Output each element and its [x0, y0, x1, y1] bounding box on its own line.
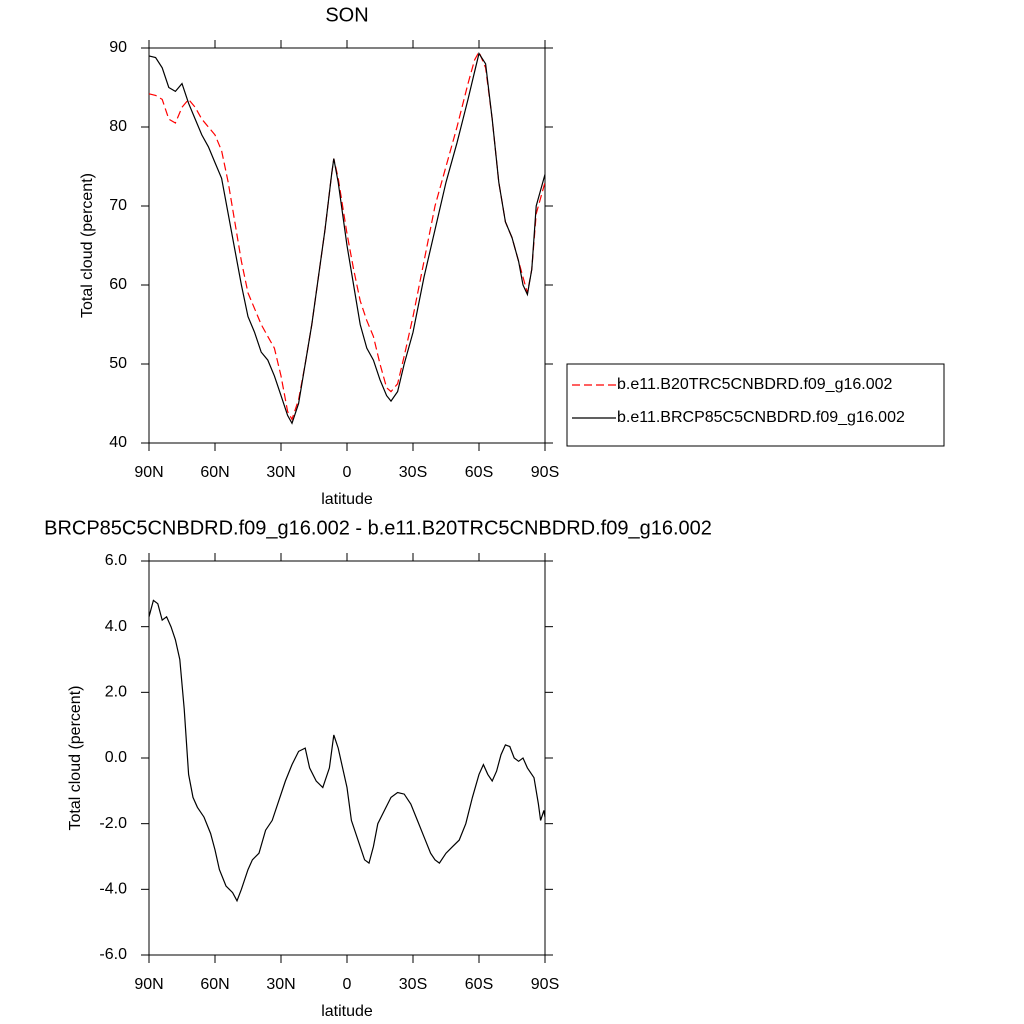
y-axis-label: Total cloud (percent) — [79, 173, 96, 318]
series-line — [148, 599, 546, 903]
y-tick-label: 70 — [109, 197, 127, 214]
legend-label: b.e11.BRCP85C5CNBDRD.f09_g16.002 — [617, 409, 905, 426]
x-axis-label: latitude — [321, 491, 373, 508]
series-line — [148, 51, 546, 425]
y-tick-label: 80 — [109, 118, 127, 135]
x-axis-label: latitude — [321, 1003, 373, 1020]
y-tick-label: 90 — [109, 39, 127, 56]
y-tick-label: 40 — [109, 434, 127, 451]
y-tick-label: -2.0 — [99, 815, 127, 832]
chart-title: BRCP85C5CNBDRD.f09_g16.002 - b.e11.B20TR… — [44, 517, 712, 539]
legend-box — [566, 363, 945, 447]
x-tick-label: 0 — [343, 976, 352, 993]
y-tick-label: -6.0 — [99, 946, 127, 963]
x-tick-label: 90N — [134, 976, 163, 993]
x-tick-label: 30N — [266, 976, 295, 993]
x-tick-label: 90N — [134, 464, 163, 481]
x-tick-label: 60S — [465, 976, 493, 993]
y-tick-label: 4.0 — [105, 618, 127, 635]
y-tick-label: 0.0 — [105, 749, 127, 766]
x-tick-label: 90S — [531, 464, 559, 481]
y-tick-label: 60 — [109, 276, 127, 293]
x-tick-label: 30S — [399, 976, 427, 993]
x-tick-label: 30N — [266, 464, 295, 481]
y-axis-label: Total cloud (percent) — [67, 686, 84, 831]
x-tick-label: 90S — [531, 976, 559, 993]
x-tick-label: 60S — [465, 464, 493, 481]
x-tick-label: 0 — [343, 464, 352, 481]
y-tick-label: -4.0 — [99, 881, 127, 898]
y-tick-label: 6.0 — [105, 552, 127, 569]
chart-title: SON — [325, 4, 368, 26]
x-tick-label: 30S — [399, 464, 427, 481]
y-tick-label: 50 — [109, 355, 127, 372]
x-tick-label: 60N — [200, 464, 229, 481]
y-tick-label: 2.0 — [105, 684, 127, 701]
legend-label: b.e11.B20TRC5CNBDRD.f09_g16.002 — [617, 376, 893, 393]
series-line — [148, 50, 546, 421]
plot-frame — [148, 560, 546, 956]
x-tick-label: 60N — [200, 976, 229, 993]
